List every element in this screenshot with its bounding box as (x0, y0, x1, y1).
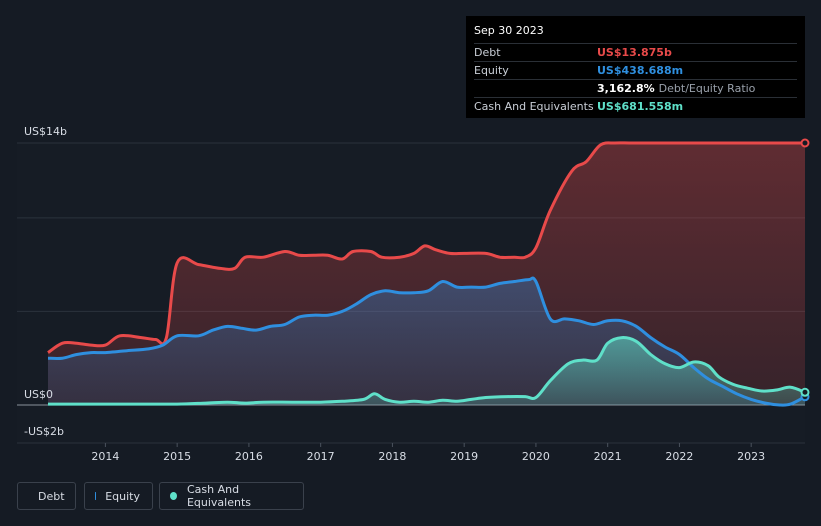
y-tick-label: -US$2b (24, 425, 64, 438)
debt-line (47, 141, 805, 354)
y-tick-label: US$14b (24, 125, 67, 138)
tooltip-date: Sep 30 2023 (474, 24, 544, 37)
tooltip-equity-value: US$438.688m (597, 64, 684, 77)
legend-item-cash[interactable]: Cash And Equivalents (159, 482, 304, 510)
x-tick-label: 2021 (594, 450, 622, 463)
tooltip-label: Cash And Equivalents (474, 100, 594, 113)
x-tick-label: 2020 (522, 450, 550, 463)
cash-area (48, 337, 805, 405)
tooltip-panel: Sep 30 2023 Debt US$13.875b Equity US$43… (466, 16, 805, 118)
equity-line (47, 276, 806, 407)
tooltip-ratio-value: 3,162.8% (597, 82, 655, 95)
tooltip-cash-value: US$681.558m (597, 100, 684, 113)
x-tick-label: 2018 (378, 450, 406, 463)
x-tick-label: 2015 (163, 450, 191, 463)
cash-endpoint (800, 387, 810, 397)
tooltip-row-debt: Debt US$13.875b (474, 43, 797, 61)
legend-item-debt[interactable]: Debt (17, 482, 76, 510)
tooltip-label: Equity (474, 64, 509, 77)
y-tick-label: US$0 (24, 388, 53, 401)
tooltip-label: Debt (474, 46, 501, 59)
legend-label: Debt (38, 489, 65, 503)
tooltip-row-cash: Cash And Equivalents US$681.558m (474, 97, 797, 115)
cash-dot-icon (170, 492, 177, 500)
cash-line (48, 336, 806, 406)
tooltip-debt-value: US$13.875b (597, 46, 672, 59)
legend-label: Cash And Equivalents (186, 483, 252, 509)
legend-item-equity[interactable]: Equity (84, 482, 153, 510)
tooltip-ratio-label: Debt/Equity Ratio (658, 82, 756, 95)
x-tick-label: 2022 (665, 450, 693, 463)
x-tick-label: 2014 (91, 450, 119, 463)
x-tick-label: 2019 (450, 450, 478, 463)
debt-endpoint (800, 138, 810, 148)
tooltip-row-equity: Equity US$438.688m (474, 61, 797, 79)
x-tick-label: 2017 (307, 450, 335, 463)
tooltip-row-ratio: 3,162.8% Debt/Equity Ratio (474, 79, 797, 97)
legend-label: Equity (105, 489, 140, 503)
x-tick-label: 2023 (737, 450, 765, 463)
x-tick-label: 2016 (235, 450, 263, 463)
